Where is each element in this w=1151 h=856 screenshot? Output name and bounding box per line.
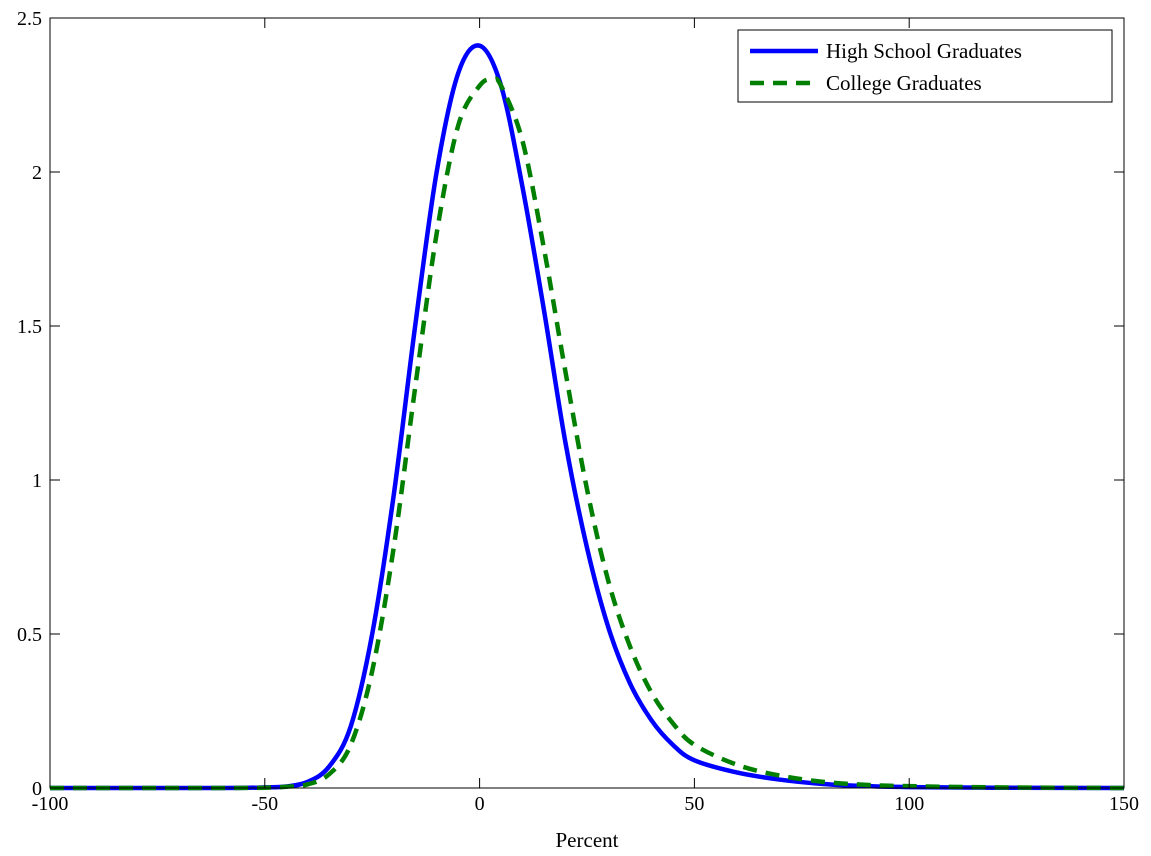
x-tick-labels: -100 -50 0 50 100 150 — [32, 793, 1139, 815]
y-tick-label: 2.5 — [17, 8, 42, 30]
legend: High School Graduates College Graduates — [737, 29, 1113, 103]
y-tick-label: 0 — [32, 778, 42, 800]
legend-box — [737, 29, 1113, 103]
x-axis-title: Percent — [556, 828, 619, 852]
x-tick-label: -50 — [251, 793, 278, 815]
plot-background — [50, 18, 1124, 788]
legend-label-college: College Graduates — [826, 71, 982, 95]
y-tick-label: 1.5 — [17, 316, 42, 338]
x-tick-label: 0 — [475, 793, 485, 815]
x-tick-label: 50 — [684, 793, 704, 815]
legend-label-high-school: High School Graduates — [826, 39, 1022, 63]
y-tick-label: 0.5 — [17, 624, 42, 646]
series-layer — [50, 43, 1125, 791]
series-line-college — [50, 76, 1125, 791]
y-tick-labels: 0 0.5 1 1.5 2 2.5 — [17, 8, 42, 800]
x-tick-label: 150 — [1109, 793, 1139, 815]
x-tick-label: 100 — [894, 793, 924, 815]
y-tick-label: 2 — [32, 162, 42, 184]
plot-frame — [49, 17, 1125, 789]
x-tick-label: -100 — [32, 793, 69, 815]
series-line-high-school — [50, 43, 1125, 791]
y-tick-label: 1 — [32, 470, 42, 492]
